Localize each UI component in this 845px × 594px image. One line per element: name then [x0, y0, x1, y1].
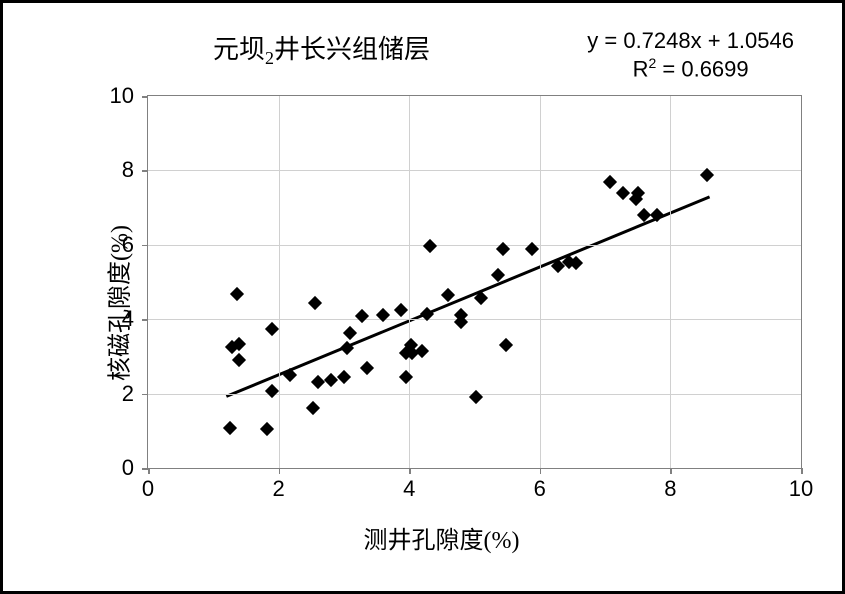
- x-tick: [279, 468, 281, 474]
- y-tick: [142, 319, 148, 321]
- x-tick-label: 6: [534, 476, 546, 502]
- title-rest: 井长兴组储层: [274, 35, 430, 64]
- y-tick-label: 4: [122, 306, 134, 332]
- y-tick: [142, 394, 148, 396]
- y-tick: [142, 96, 148, 98]
- x-tick-label: 0: [142, 476, 154, 502]
- regression-equation: y = 0.7248x + 1.0546 R2 = 0.6699: [587, 27, 794, 82]
- plot-area: 02468100246810: [147, 95, 802, 469]
- gridline-h: [148, 319, 801, 320]
- x-tick: [801, 468, 803, 474]
- chart-title: 元坝2井长兴组储层: [213, 29, 430, 69]
- y-tick: [142, 468, 148, 470]
- trend-line-layer: [148, 96, 801, 468]
- x-tick-label: 2: [272, 476, 284, 502]
- x-tick-label: 10: [789, 476, 813, 502]
- plot-wrap: 核磁孔隙度(%) 02468100246810 测井孔隙度(%): [81, 95, 802, 511]
- y-tick: [142, 245, 148, 247]
- equation-rsquared: R2 = 0.6699: [587, 55, 794, 83]
- x-axis-label: 测井孔隙度(%): [364, 520, 520, 555]
- x-tick-label: 8: [664, 476, 676, 502]
- gridline-v: [670, 96, 671, 468]
- trend-line: [226, 197, 709, 397]
- chart-frame: 元坝2井长兴组储层 y = 0.7248x + 1.0546 R2 = 0.66…: [0, 0, 845, 594]
- y-tick-label: 2: [122, 381, 134, 407]
- x-tick-label: 4: [403, 476, 415, 502]
- x-tick: [148, 468, 150, 474]
- title-prefix: 元坝: [213, 35, 265, 64]
- y-tick-label: 0: [122, 455, 134, 481]
- y-tick-label: 6: [122, 232, 134, 258]
- x-tick: [670, 468, 672, 474]
- y-tick-label: 8: [122, 157, 134, 183]
- x-tick: [540, 468, 542, 474]
- y-tick-label: 10: [110, 83, 134, 109]
- gridline-h: [148, 245, 801, 246]
- gridline-v: [540, 96, 541, 468]
- gridline-v: [279, 96, 280, 468]
- equation-formula: y = 0.7248x + 1.0546: [587, 27, 794, 55]
- gridline-v: [409, 96, 410, 468]
- title-sub: 2: [265, 48, 274, 68]
- x-tick: [409, 468, 411, 474]
- y-tick: [142, 170, 148, 172]
